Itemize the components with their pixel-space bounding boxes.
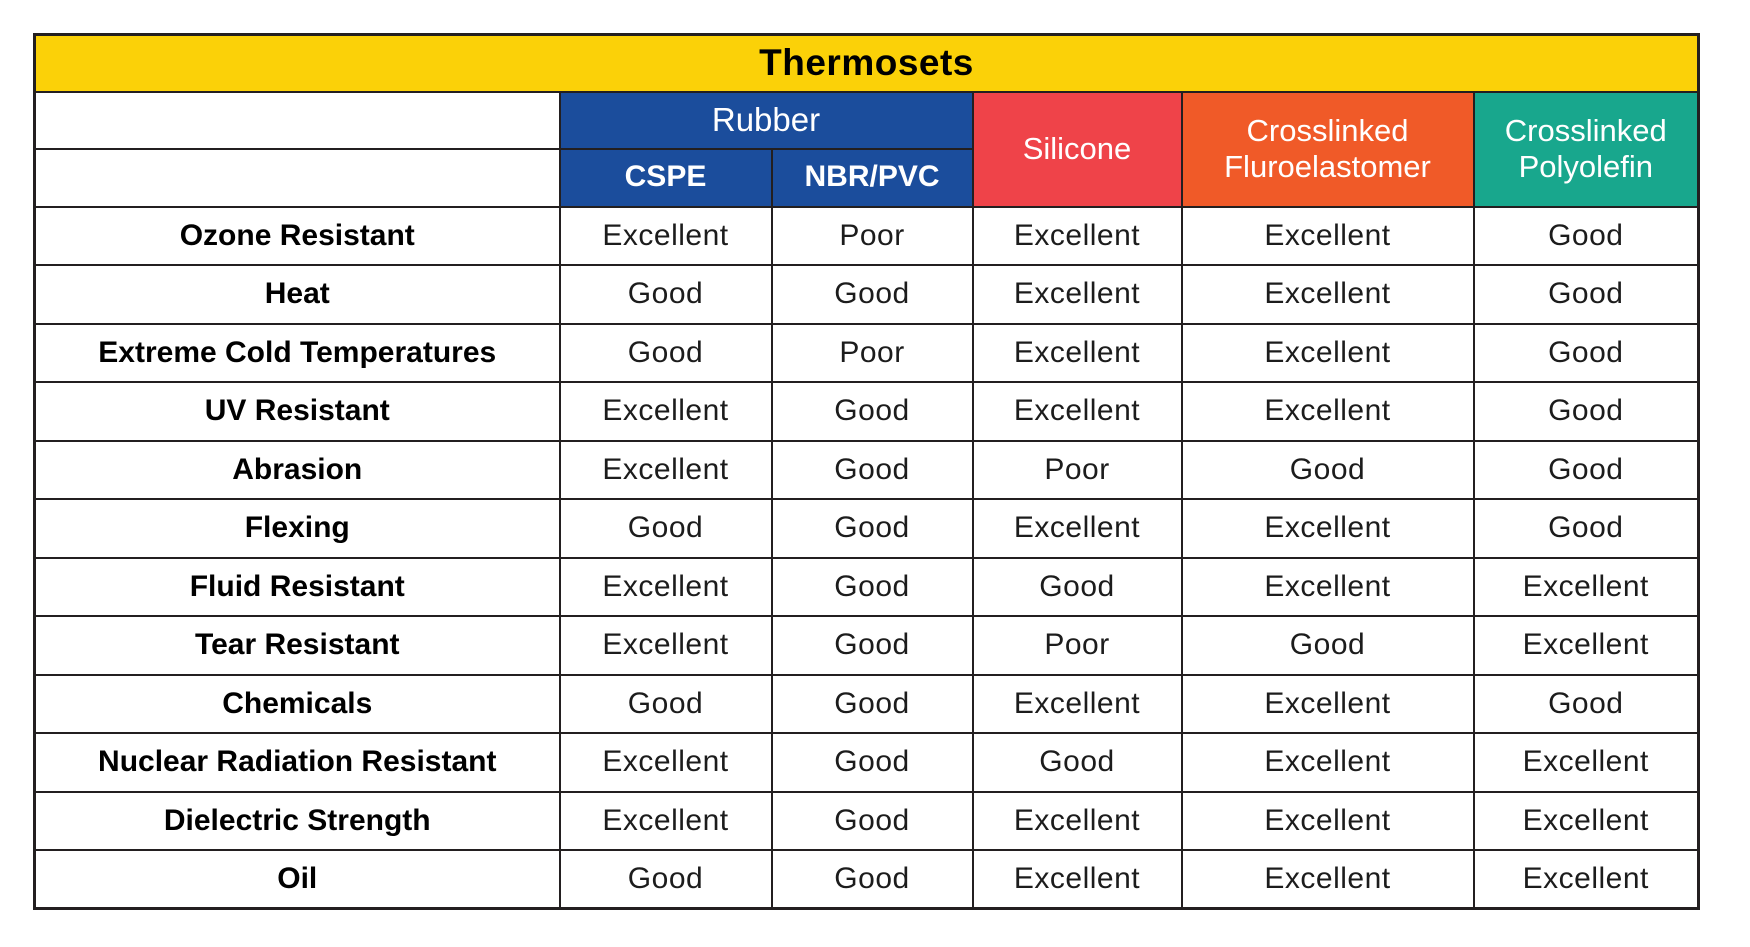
data-cell: Excellent [971,498,1183,559]
group-header-row: Rubber Silicone Crosslinked Fluroelastom… [33,90,1700,208]
data-cell: Good [1472,439,1700,500]
data-cell: Excellent [558,790,773,851]
data-cell: Good [558,498,773,559]
data-cell: Good [558,264,773,325]
data-cell: Good [1472,381,1700,442]
table-row: UV Resistant Excellent Good Excellent Ex… [33,381,1700,442]
data-cell: Excellent [971,849,1183,910]
table-row: Fluid Resistant Excellent Good Good Exce… [33,556,1700,617]
table-body: Ozone Resistant Excellent Poor Excellent… [33,205,1700,910]
data-cell: Good [1180,439,1475,500]
data-cell: Good [1472,498,1700,559]
data-cell: Good [558,673,773,734]
row-label: Heat [33,264,561,325]
data-cell: Excellent [1472,849,1700,910]
data-cell: Excellent [558,205,773,266]
data-cell: Good [770,381,974,442]
data-cell: Excellent [1180,732,1475,793]
title-row: Thermosets [33,33,1700,93]
data-cell: Poor [770,322,974,383]
data-cell: Excellent [1180,322,1475,383]
data-cell: Excellent [971,205,1183,266]
table-row: Extreme Cold Temperatures Good Poor Exce… [33,322,1700,383]
row-label: Nuclear Radiation Resistant [33,732,561,793]
data-cell: Excellent [971,322,1183,383]
data-cell: Excellent [1180,556,1475,617]
sub-header-row: CSPE NBR/PVC [33,147,1699,208]
data-cell: Excellent [1180,849,1475,910]
table-row: Abrasion Excellent Good Poor Good Good [33,439,1700,500]
row-label: Fluid Resistant [33,556,561,617]
row-label: Abrasion [33,439,561,500]
data-cell: Excellent [1472,556,1700,617]
row-label: Extreme Cold Temperatures [33,322,561,383]
data-cell: Excellent [1180,498,1475,559]
data-cell: Good [971,556,1183,617]
data-cell: Excellent [971,673,1183,734]
row-label: Dielectric Strength [33,790,561,851]
data-cell: Good [558,849,773,910]
data-cell: Good [770,498,974,559]
table-row: Oil Good Good Excellent Excellent Excell… [33,849,1700,910]
data-cell: Good [1472,264,1700,325]
table-row: Nuclear Radiation Resistant Excellent Go… [33,732,1700,793]
data-cell: Good [1180,615,1475,676]
data-cell: Good [770,264,974,325]
data-cell: Excellent [1180,264,1475,325]
data-cell: Good [770,673,974,734]
col-group-rubber: Rubber [558,90,974,150]
thermosets-table: Thermosets Rubber Silicone Crosslinked F… [33,33,1701,910]
data-cell: Good [558,322,773,383]
data-cell: Good [971,732,1183,793]
data-cell: Excellent [971,381,1183,442]
data-cell: Excellent [1180,673,1475,734]
table-row: Heat Good Good Excellent Excellent Good [33,264,1700,325]
data-cell: Excellent [971,790,1183,851]
data-cell: Excellent [1472,732,1700,793]
col-header-nbr-pvc: NBR/PVC [770,147,974,208]
row-label: Chemicals [33,673,561,734]
col-header-crosslinked-fluroelastomer: Crosslinked Fluroelastomer [1180,90,1475,208]
corner-blank-cell-2 [33,147,561,208]
data-cell: Excellent [558,615,773,676]
table-row: Dielectric Strength Excellent Good Excel… [33,790,1700,851]
col-header-crosslinked-polyolefin: Crosslinked Polyolefin [1472,90,1700,208]
data-cell: Excellent [1180,205,1475,266]
data-cell: Excellent [1180,381,1475,442]
col-header-silicone: Silicone [971,90,1183,208]
data-cell: Good [770,732,974,793]
table-row: Tear Resistant Excellent Good Poor Good … [33,615,1700,676]
data-cell: Excellent [558,556,773,617]
row-label: Flexing [33,498,561,559]
data-cell: Good [770,556,974,617]
row-label: Ozone Resistant [33,205,561,266]
data-cell: Poor [770,205,974,266]
table-row: Chemicals Good Good Excellent Excellent … [33,673,1700,734]
row-label: Tear Resistant [33,615,561,676]
table-row: Flexing Good Good Excellent Excellent Go… [33,498,1700,559]
row-label: UV Resistant [33,381,561,442]
table-title: Thermosets [33,33,1700,93]
data-cell: Good [770,615,974,676]
data-cell: Excellent [558,381,773,442]
row-label: Oil [33,849,561,910]
data-cell: Excellent [971,264,1183,325]
data-cell: Excellent [1472,615,1700,676]
data-cell: Excellent [1472,790,1700,851]
table-row: Ozone Resistant Excellent Poor Excellent… [33,205,1700,266]
data-cell: Poor [971,615,1183,676]
data-cell: Excellent [558,439,773,500]
data-cell: Good [770,849,974,910]
data-cell: Good [1472,673,1700,734]
data-cell: Poor [971,439,1183,500]
data-cell: Good [1472,322,1700,383]
data-cell: Excellent [1180,790,1475,851]
data-cell: Good [770,790,974,851]
data-cell: Good [770,439,974,500]
col-header-cspe: CSPE [558,147,773,208]
corner-blank-cell [33,90,561,150]
thermosets-table-container: Thermosets Rubber Silicone Crosslinked F… [33,33,1701,910]
data-cell: Excellent [558,732,773,793]
data-cell: Good [1472,205,1700,266]
